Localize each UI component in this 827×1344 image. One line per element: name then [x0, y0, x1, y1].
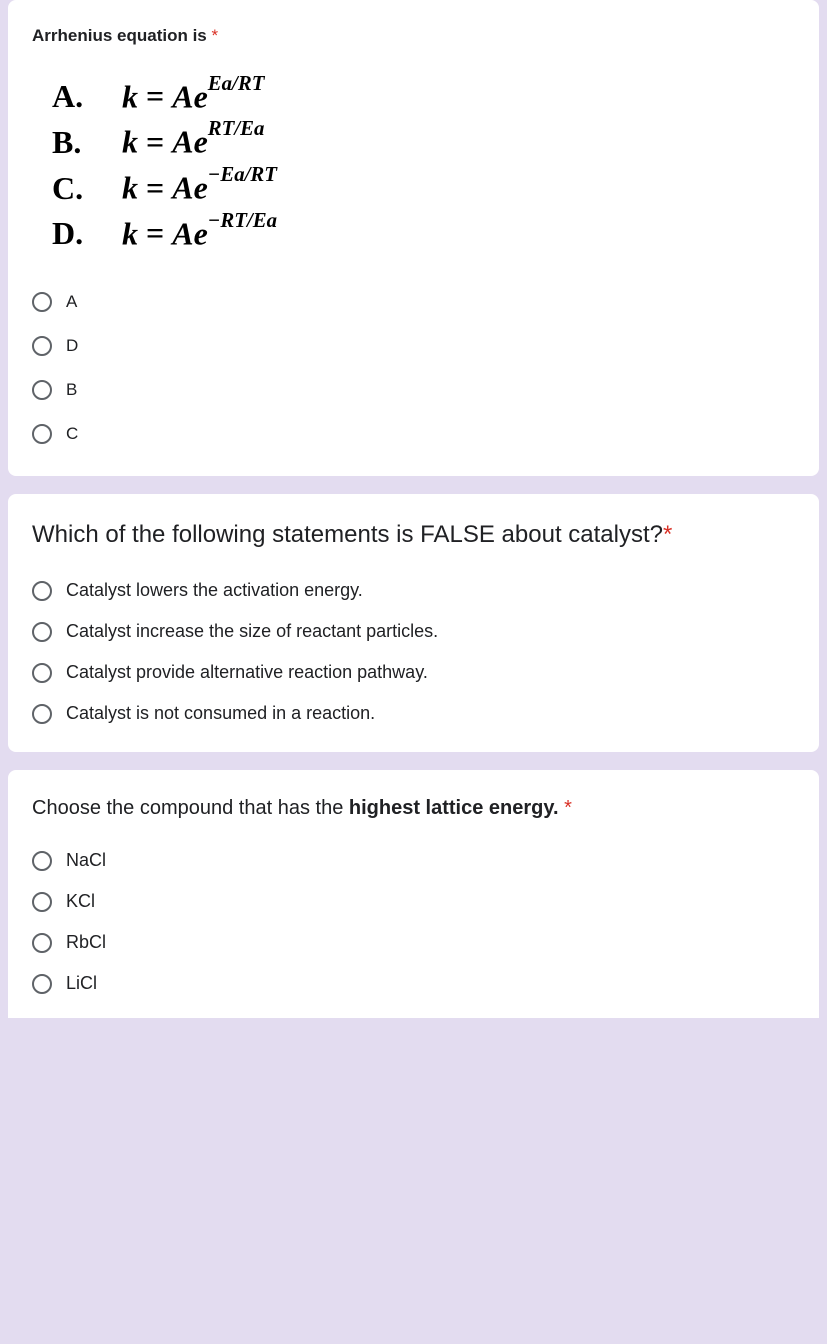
eq-body: k=AeEa/RT: [122, 78, 264, 116]
radio-icon: [32, 622, 52, 642]
option-lowers-activation[interactable]: Catalyst lowers the activation energy.: [32, 580, 795, 601]
required-asterisk: *: [564, 797, 572, 819]
option-nacl[interactable]: NaCl: [32, 850, 795, 871]
radio-icon: [32, 704, 52, 724]
equation-block: A. k=AeEa/RT B. k=AeRT/Ea C. k=Ae−Ea/RT …: [52, 78, 795, 253]
option-label: LiCl: [66, 973, 97, 994]
title-text: Arrhenius equation is: [32, 26, 211, 45]
option-c[interactable]: C: [32, 424, 795, 444]
option-increase-size[interactable]: Catalyst increase the size of reactant p…: [32, 621, 795, 642]
radio-icon: [32, 292, 52, 312]
required-asterisk: *: [663, 521, 672, 548]
equation-c: C. k=Ae−Ea/RT: [52, 169, 795, 207]
radio-icon: [32, 974, 52, 994]
option-a[interactable]: A: [32, 292, 795, 312]
eq-body: k=Ae−Ea/RT: [122, 169, 277, 207]
option-label: Catalyst increase the size of reactant p…: [66, 621, 438, 642]
radio-icon: [32, 424, 52, 444]
question-title: Choose the compound that has the highest…: [32, 794, 795, 822]
eq-letter: B.: [52, 124, 92, 161]
question-card-lattice-energy: Choose the compound that has the highest…: [8, 770, 819, 1018]
eq-letter: C.: [52, 170, 92, 207]
radio-icon: [32, 581, 52, 601]
eq-body: k=AeRT/Ea: [122, 123, 264, 161]
eq-letter: A.: [52, 78, 92, 115]
equation-d: D. k=Ae−RT/Ea: [52, 215, 795, 253]
option-label: RbCl: [66, 932, 106, 953]
title-text: Which of the following statements is FAL…: [32, 521, 663, 548]
equation-b: B. k=AeRT/Ea: [52, 123, 795, 161]
option-alternative-pathway[interactable]: Catalyst provide alternative reaction pa…: [32, 662, 795, 683]
option-label: Catalyst lowers the activation energy.: [66, 580, 363, 601]
option-label: Catalyst provide alternative reaction pa…: [66, 662, 428, 683]
option-label: C: [66, 424, 78, 444]
option-label: B: [66, 380, 77, 400]
option-licl[interactable]: LiCl: [32, 973, 795, 994]
radio-icon: [32, 933, 52, 953]
eq-letter: D.: [52, 215, 92, 252]
option-b[interactable]: B: [32, 380, 795, 400]
option-label: D: [66, 336, 78, 356]
option-kcl[interactable]: KCl: [32, 891, 795, 912]
option-label: KCl: [66, 891, 95, 912]
radio-icon: [32, 336, 52, 356]
option-label: A: [66, 292, 77, 312]
option-label: Catalyst is not consumed in a reaction.: [66, 703, 375, 724]
radio-icon: [32, 892, 52, 912]
question-card-arrhenius: Arrhenius equation is * A. k=AeEa/RT B. …: [8, 0, 819, 476]
option-rbcl[interactable]: RbCl: [32, 932, 795, 953]
question-card-catalyst: Which of the following statements is FAL…: [8, 494, 819, 752]
question-title: Arrhenius equation is *: [32, 24, 795, 48]
option-not-consumed[interactable]: Catalyst is not consumed in a reaction.: [32, 703, 795, 724]
equation-a: A. k=AeEa/RT: [52, 78, 795, 116]
option-d[interactable]: D: [32, 336, 795, 356]
radio-icon: [32, 851, 52, 871]
question-title: Which of the following statements is FAL…: [32, 518, 795, 552]
required-asterisk: *: [211, 26, 218, 45]
eq-body: k=Ae−RT/Ea: [122, 215, 277, 253]
option-label: NaCl: [66, 850, 106, 871]
title-bold: highest lattice energy.: [349, 797, 564, 819]
radio-icon: [32, 663, 52, 683]
radio-icon: [32, 380, 52, 400]
title-pre: Choose the compound that has the: [32, 797, 349, 819]
